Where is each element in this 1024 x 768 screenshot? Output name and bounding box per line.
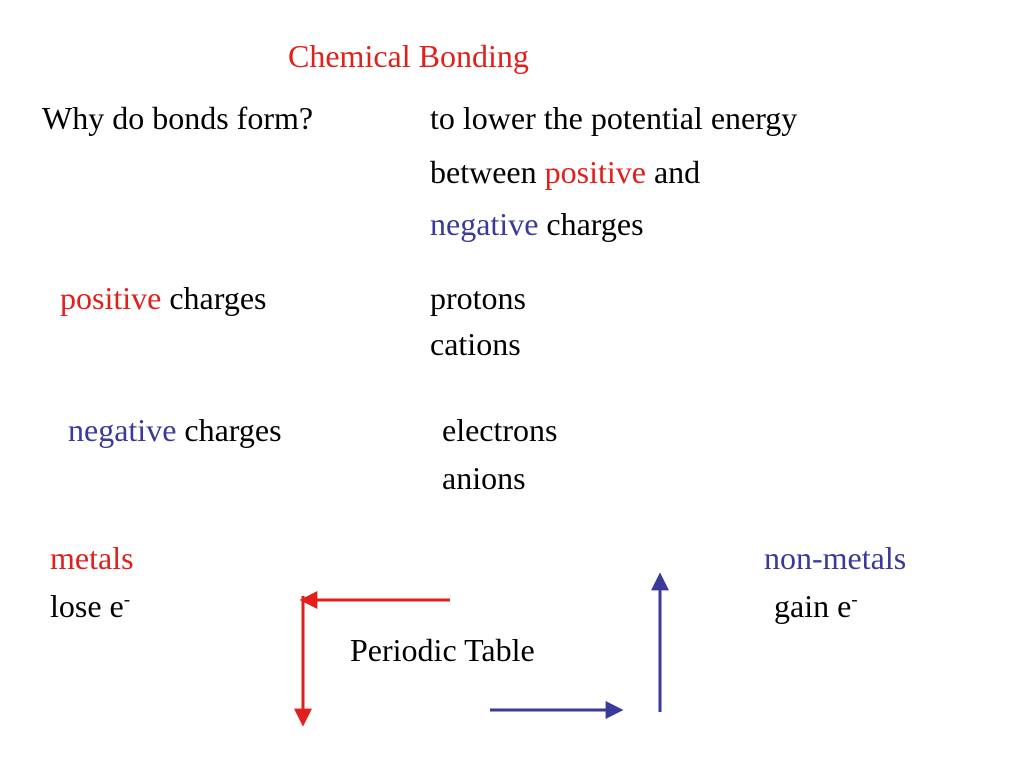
- arrows-layer: [0, 0, 1024, 768]
